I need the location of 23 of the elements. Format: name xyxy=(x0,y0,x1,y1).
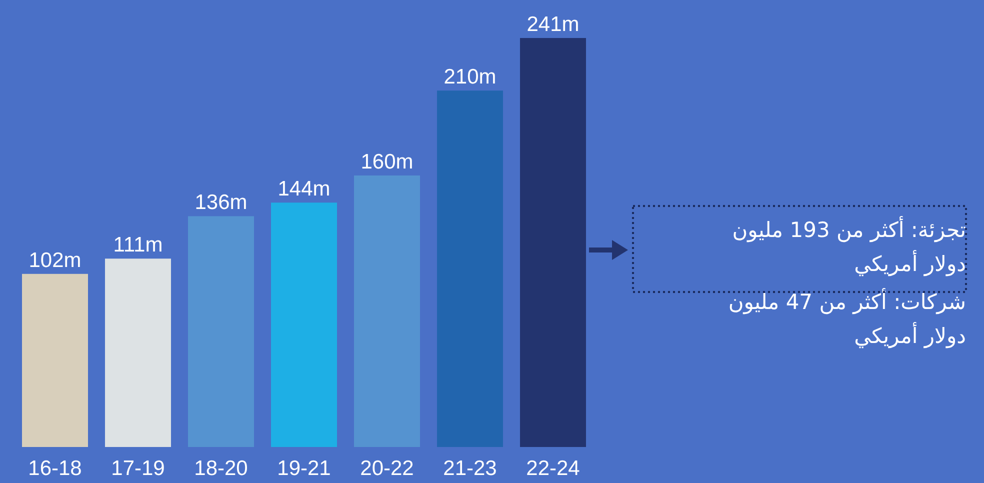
data-label: 111m xyxy=(113,234,163,257)
bar xyxy=(271,202,337,447)
data-label: 210m xyxy=(444,66,496,89)
bar xyxy=(22,274,88,447)
bar xyxy=(520,38,586,447)
data-label: 144m xyxy=(278,178,330,201)
x-tick-label: 20-22 xyxy=(360,457,414,480)
bar xyxy=(188,216,254,447)
text: تجزئة: أكثر من 193 مليون دولار أمريكي xyxy=(732,216,966,277)
text: شركات: أكثر من 47 مليون دولار أمريكي xyxy=(728,288,966,349)
data-label: 241m xyxy=(526,13,580,36)
data-label: 102m xyxy=(28,248,82,272)
x-tick-label: 17-19 xyxy=(111,457,165,480)
x-tick-label: 21-23 xyxy=(443,457,497,480)
x-tick-label: 19-21 xyxy=(277,457,331,480)
data-label: 160m xyxy=(360,150,414,174)
bar xyxy=(105,258,171,447)
x-tick-label: 18-20 xyxy=(194,457,248,480)
x-tick-label: 22-24 xyxy=(526,457,580,480)
bar xyxy=(354,175,420,447)
bar xyxy=(437,90,503,447)
x-tick-label: 16-18 xyxy=(28,457,82,480)
data-label: 136m xyxy=(194,191,248,214)
